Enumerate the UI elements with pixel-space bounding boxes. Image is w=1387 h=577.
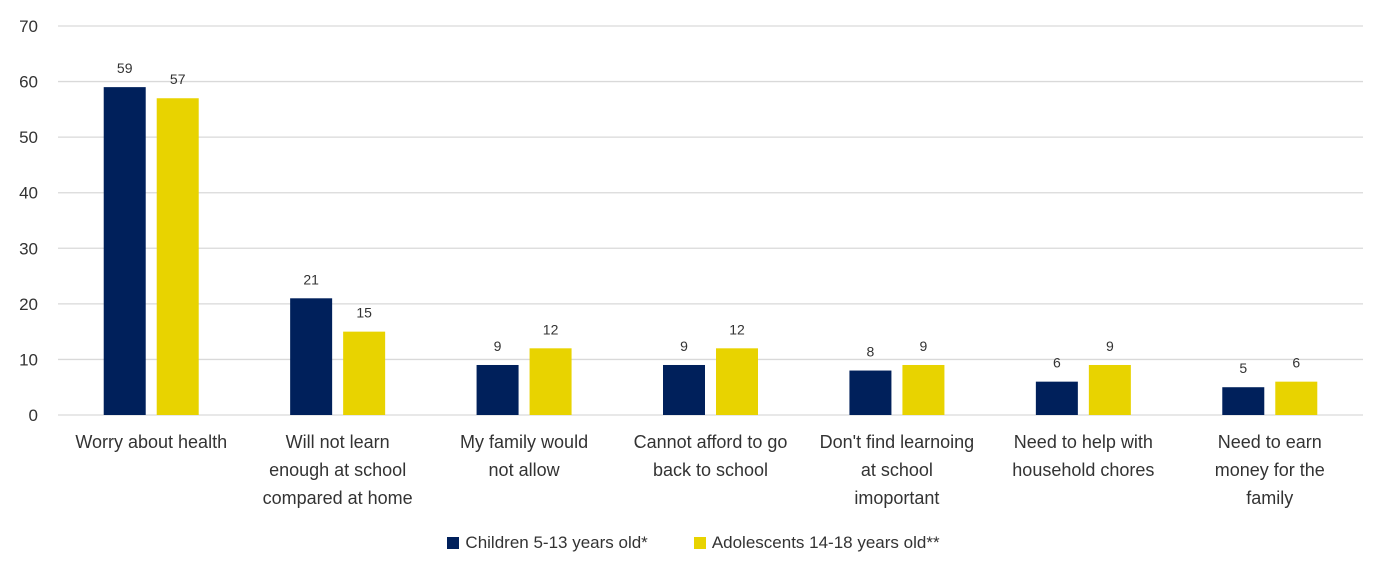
data-label: 57 — [170, 71, 186, 87]
x-tick-label: Will not learn enough at school compared a… — [263, 432, 413, 508]
bar — [849, 370, 892, 415]
y-tick-label: 0 — [29, 406, 38, 425]
data-label: 9 — [920, 338, 928, 354]
x-tick-line: Worry about health — [75, 432, 227, 452]
data-label: 12 — [729, 321, 745, 337]
data-labels: 59 57 21 15 9 12 9 12 8 9 6 9 5 6 — [117, 60, 1300, 376]
x-tick-label: Need to help with household chores — [1012, 432, 1154, 480]
x-tick-line: back to school — [653, 460, 768, 480]
legend-item-children: Children 5-13 years old* — [447, 533, 648, 553]
gridlines — [58, 25, 1363, 416]
x-tick-line: enough at school — [269, 460, 406, 480]
x-tick-label: Don't find learnoing at school imoportant — [820, 432, 975, 508]
y-tick-label: 20 — [19, 295, 38, 314]
x-tick-line: Need to help with — [1014, 432, 1153, 452]
x-tick-label: Cannot afford to go back to school — [634, 432, 788, 480]
y-tick-label: 60 — [19, 73, 38, 92]
x-tick-line: at school — [861, 460, 933, 480]
x-tick-line: imoportant — [854, 488, 939, 508]
legend-item-adolescents: Adolescents 14-18 years old** — [693, 533, 940, 553]
bar — [529, 348, 572, 415]
y-tick-label: 70 — [19, 17, 38, 36]
legend-label-adolescents: Adolescents 14-18 years old** — [711, 533, 940, 552]
data-label: 9 — [680, 338, 688, 354]
data-label: 59 — [117, 60, 133, 76]
bar — [290, 298, 333, 415]
x-tick-line: family — [1246, 488, 1293, 508]
legend-label-children: Children 5-13 years old* — [465, 533, 648, 552]
bar — [1035, 381, 1078, 415]
bar — [902, 364, 945, 415]
x-tick-line: compared at home — [263, 488, 413, 508]
x-tick-line: Don't find learnoing — [820, 432, 975, 452]
data-label: 6 — [1053, 355, 1061, 371]
x-tick-line: not allow — [489, 460, 561, 480]
x-tick-line: Will not learn — [286, 432, 390, 452]
x-tick-label: Need to earn money for the family — [1215, 432, 1325, 508]
data-label: 9 — [1106, 338, 1114, 354]
y-tick-label: 40 — [19, 184, 38, 203]
x-tick-line: Cannot afford to go — [634, 432, 788, 452]
bar — [343, 331, 386, 415]
bar — [103, 87, 146, 415]
data-label: 15 — [356, 305, 372, 321]
bar — [1222, 387, 1265, 415]
x-tick-line: My family would — [460, 432, 588, 452]
legend: Children 5-13 years old* Adolescents 14-… — [0, 533, 1387, 553]
x-tick-label: Worry about health — [75, 432, 227, 452]
y-tick-label: 10 — [19, 350, 38, 369]
bar — [156, 98, 199, 415]
data-label: 8 — [867, 344, 875, 360]
legend-swatch-adolescents — [693, 537, 706, 549]
x-tick-label: My family would not allow — [460, 432, 588, 480]
data-label: 12 — [543, 321, 559, 337]
data-label: 21 — [303, 271, 319, 287]
data-label: 6 — [1292, 355, 1300, 371]
data-label: 5 — [1239, 360, 1247, 376]
y-tick-label: 30 — [19, 239, 38, 258]
y-tick-label: 50 — [19, 128, 38, 147]
legend-swatch-children — [447, 537, 460, 549]
x-axis: Worry about health Will not learn enough a… — [75, 432, 1324, 508]
bar — [1275, 381, 1318, 415]
bar — [1088, 364, 1131, 415]
x-tick-line: Need to earn — [1218, 432, 1322, 452]
bars — [103, 87, 1318, 415]
bar — [476, 364, 519, 415]
bar — [663, 364, 705, 415]
data-label: 9 — [494, 338, 502, 354]
x-tick-line: money for the — [1215, 460, 1325, 480]
bar — [716, 348, 758, 415]
y-axis: 0 10 20 30 40 50 60 70 — [19, 17, 38, 425]
x-tick-line: household chores — [1012, 460, 1154, 480]
